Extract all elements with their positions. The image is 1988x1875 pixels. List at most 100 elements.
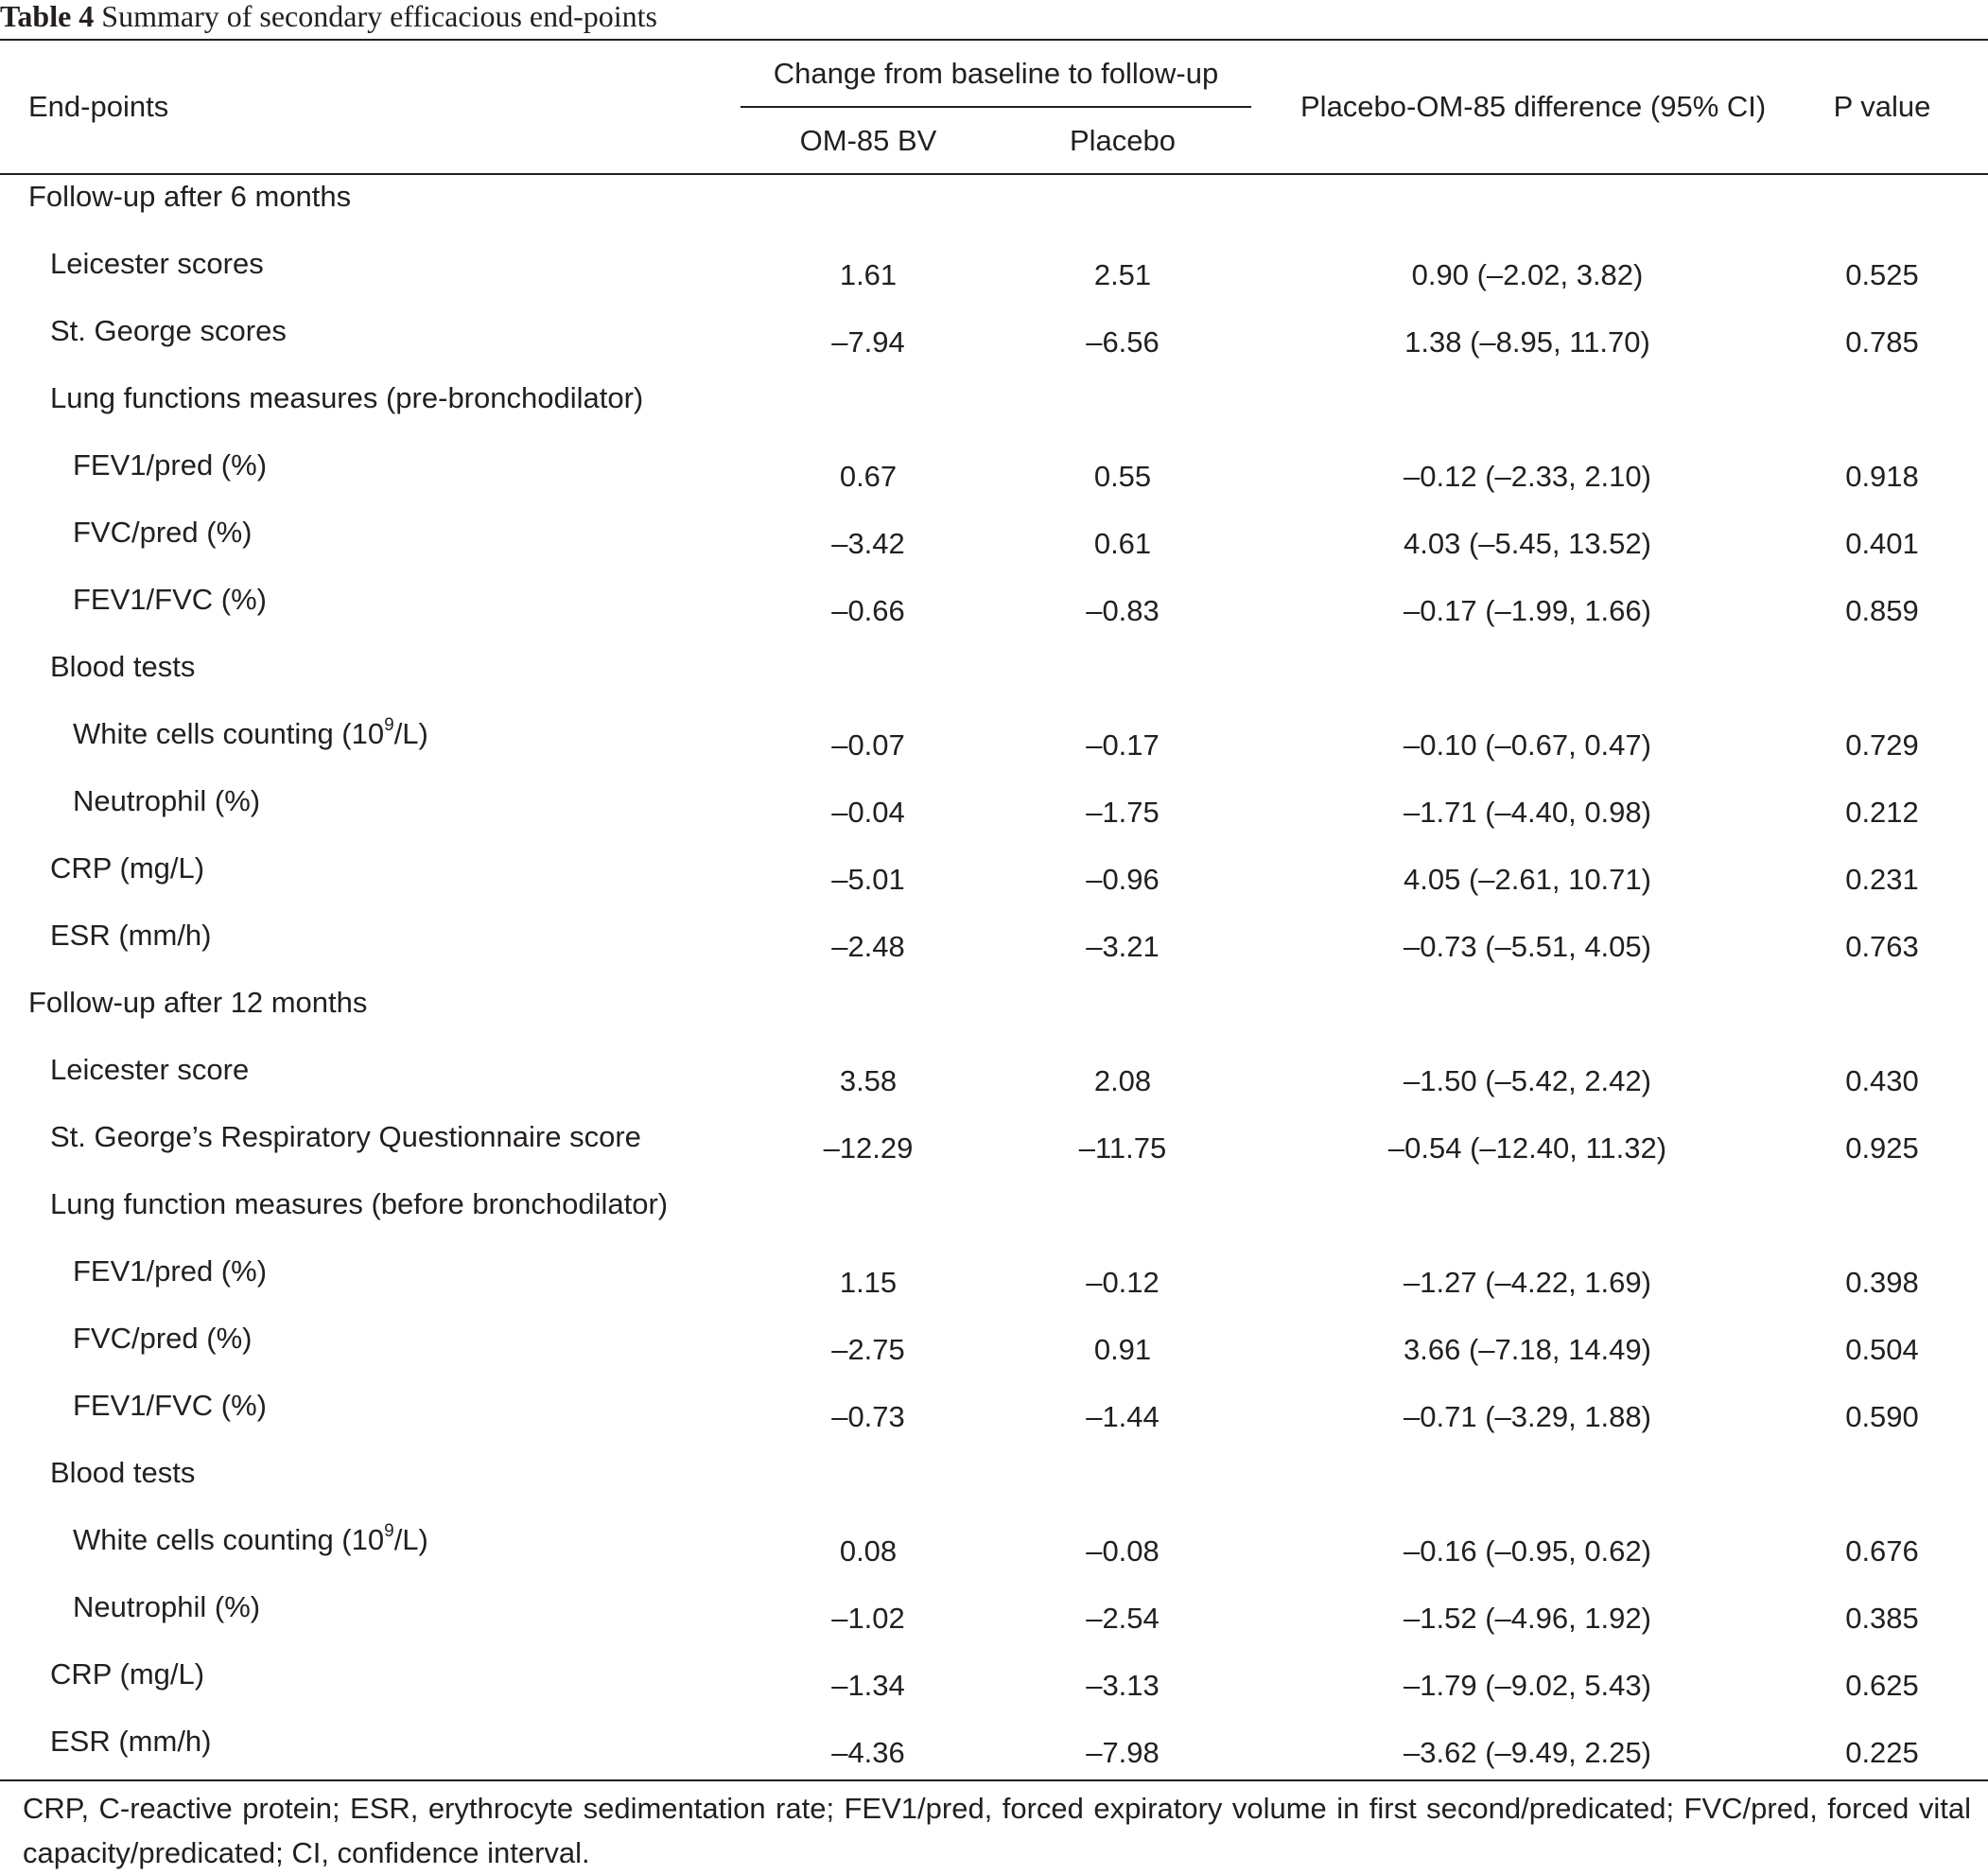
difference-value: 4.03 (–5.45, 13.52)	[1404, 527, 1651, 560]
row-label: FEV1/FVC (%)	[73, 1389, 267, 1422]
om85-value: –12.29	[823, 1131, 914, 1165]
p-value: 0.430	[1845, 1064, 1919, 1097]
header-change-group: Change from baseline to follow-up	[773, 57, 1219, 90]
placebo-value: –0.96	[1086, 863, 1160, 896]
p-value: 0.676	[1845, 1534, 1919, 1568]
p-value: 0.504	[1845, 1333, 1919, 1366]
placebo-value: –6.56	[1086, 325, 1160, 359]
row-label: White cells counting (109/L)	[73, 714, 428, 750]
om85-value: –1.02	[831, 1602, 905, 1635]
p-value: 0.729	[1845, 728, 1919, 762]
p-value: 0.401	[1845, 527, 1919, 560]
p-value: 0.385	[1845, 1602, 1919, 1635]
placebo-value: –0.08	[1086, 1534, 1160, 1568]
row-label: St. George’s Respiratory Questionnaire s…	[50, 1120, 641, 1153]
header-difference: Placebo-OM-85 difference (95% CI)	[1300, 90, 1767, 123]
p-value: 0.398	[1845, 1266, 1919, 1299]
difference-value: 0.90 (–2.02, 3.82)	[1411, 258, 1644, 291]
row-label: CRP (mg/L)	[50, 1657, 205, 1691]
om85-value: –2.75	[831, 1333, 905, 1366]
om85-value: –3.42	[831, 527, 905, 560]
difference-value: 4.05 (–2.61, 10.71)	[1404, 863, 1651, 896]
placebo-value: –3.13	[1086, 1669, 1160, 1702]
difference-value: –1.79 (–9.02, 5.43)	[1404, 1669, 1651, 1702]
difference-value: –0.17 (–1.99, 1.66)	[1404, 594, 1651, 627]
difference-value: –1.27 (–4.22, 1.69)	[1404, 1266, 1651, 1299]
row-label: FEV1/pred (%)	[73, 448, 268, 482]
p-value: 0.925	[1845, 1131, 1919, 1165]
row-label: White cells counting (109/L)	[73, 1520, 428, 1556]
placebo-value: –1.44	[1086, 1400, 1160, 1433]
row-label: FEV1/FVC (%)	[73, 583, 267, 616]
difference-value: 3.66 (–7.18, 14.49)	[1404, 1333, 1651, 1366]
row-label: FEV1/pred (%)	[73, 1254, 268, 1288]
placebo-value: –0.12	[1086, 1266, 1160, 1299]
row-label: Blood tests	[50, 1456, 196, 1489]
om85-value: –1.34	[831, 1669, 905, 1702]
difference-value: –0.12 (–2.33, 2.10)	[1404, 460, 1651, 493]
p-value: 0.525	[1845, 258, 1919, 291]
placebo-value: –1.75	[1086, 796, 1160, 829]
placebo-value: –2.54	[1086, 1602, 1160, 1635]
p-value: 0.590	[1845, 1400, 1919, 1433]
table-caption: Table 4 Summary of secondary efficacious…	[0, 0, 657, 38]
p-value: 0.625	[1845, 1669, 1919, 1702]
header-pvalue: P value	[1833, 90, 1931, 123]
row-label: Neutrophil (%)	[73, 784, 261, 817]
difference-value: –0.16 (–0.95, 0.62)	[1404, 1534, 1651, 1568]
p-value: 0.231	[1845, 863, 1919, 896]
difference-value: –1.71 (–4.40, 0.98)	[1404, 796, 1651, 829]
difference-value: 1.38 (–8.95, 11.70)	[1404, 325, 1650, 359]
row-label: CRP (mg/L)	[50, 851, 205, 885]
row-label: St. George scores	[50, 314, 287, 347]
row-label: ESR (mm/h)	[50, 919, 212, 952]
placebo-value: 2.08	[1093, 1064, 1152, 1097]
om85-value: –5.01	[831, 863, 905, 896]
placebo-value: 0.55	[1093, 460, 1152, 493]
row-label: FVC/pred (%)	[73, 1322, 253, 1355]
placebo-value: –3.21	[1086, 930, 1160, 963]
header-om85: OM-85 BV	[799, 124, 937, 157]
placebo-value: 0.91	[1093, 1333, 1152, 1366]
om85-value: –0.73	[831, 1400, 905, 1433]
p-value: 0.918	[1845, 460, 1919, 493]
header-endpoints: End-points	[28, 90, 169, 123]
row-label: Blood tests	[50, 650, 196, 683]
row-label: Lung functions measures (pre-bronchodila…	[50, 381, 644, 414]
p-value: 0.763	[1845, 930, 1919, 963]
om85-value: 0.67	[839, 460, 898, 493]
row-label: FVC/pred (%)	[73, 516, 253, 549]
om85-value: –2.48	[831, 930, 905, 963]
p-value: 0.212	[1845, 796, 1919, 829]
om85-value: –4.36	[831, 1736, 905, 1769]
om85-value: 3.58	[839, 1064, 898, 1097]
group-rule	[741, 106, 1251, 108]
om85-value: 0.08	[839, 1534, 898, 1568]
difference-value: –0.54 (–12.40, 11.32)	[1387, 1131, 1667, 1165]
row-label: Neutrophil (%)	[73, 1590, 261, 1623]
difference-value: –3.62 (–9.49, 2.25)	[1404, 1736, 1651, 1769]
difference-value: –0.71 (–3.29, 1.88)	[1404, 1400, 1651, 1433]
row-label: Lung function measures (before bronchodi…	[50, 1187, 669, 1220]
section-header: Follow-up after 6 months	[28, 180, 352, 213]
om85-value: 1.15	[839, 1266, 898, 1299]
placebo-value: –0.83	[1086, 594, 1160, 627]
om85-value: –0.07	[831, 728, 905, 762]
placebo-value: –7.98	[1086, 1736, 1160, 1769]
placebo-value: 2.51	[1093, 258, 1152, 291]
bottom-rule	[0, 1779, 1988, 1781]
difference-value: –1.52 (–4.96, 1.92)	[1404, 1602, 1651, 1635]
table-label: Table 4	[0, 0, 95, 33]
om85-value: 1.61	[839, 258, 898, 291]
table-footnote: CRP, C-reactive protein; ESR, erythrocyt…	[23, 1792, 1971, 1869]
p-value: 0.859	[1845, 594, 1919, 627]
placebo-value: –0.17	[1086, 728, 1160, 762]
row-label: Leicester score	[50, 1053, 250, 1086]
top-rule	[0, 39, 1988, 41]
difference-value: –0.73 (–5.51, 4.05)	[1404, 930, 1651, 963]
p-value: 0.785	[1845, 325, 1919, 359]
om85-value: –7.94	[831, 325, 905, 359]
om85-value: –0.66	[831, 594, 905, 627]
difference-value: –0.10 (–0.67, 0.47)	[1404, 728, 1651, 762]
header-rule	[0, 173, 1988, 175]
